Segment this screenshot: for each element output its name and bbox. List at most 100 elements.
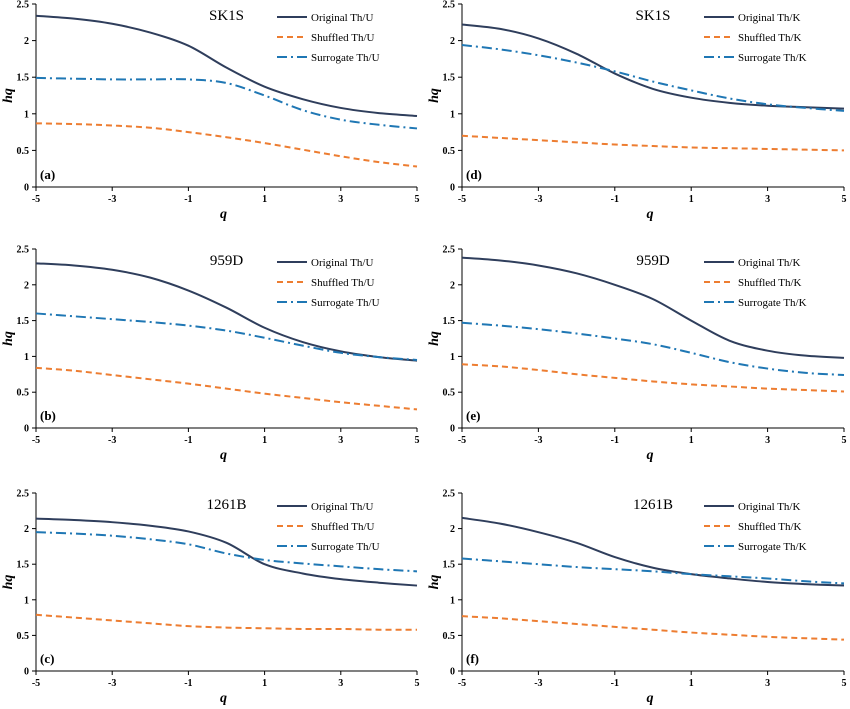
x-tick-label: 1 <box>262 435 267 446</box>
legend-entry: Original Th/K <box>738 501 800 513</box>
y-axis-label: hq <box>427 575 442 590</box>
chart-panel: 0 0.5 1 1.5 2 2.5 -5 -3 -1 1 3 5 q hq 959D (e) Original … <box>427 245 847 464</box>
legend-entry: Original Th/U <box>311 257 373 269</box>
legend-entry: Shuffled Th/K <box>738 32 802 44</box>
x-tick-label: 1 <box>689 435 694 446</box>
x-tick-label: -1 <box>184 435 192 446</box>
y-tick-label: 2 <box>450 280 455 291</box>
y-tick-label: 1.5 <box>443 316 456 327</box>
y-tick-label: 1 <box>24 595 29 606</box>
panel-label: (a) <box>40 167 55 182</box>
series-line-original <box>35 14 418 117</box>
x-tick-label: 1 <box>262 678 267 689</box>
series-line-shuffled <box>35 122 418 168</box>
panel-label: (e) <box>466 408 480 423</box>
x-tick-label: -3 <box>108 435 116 446</box>
y-tick-label: 0.5 <box>17 388 30 399</box>
x-tick-label: -1 <box>184 678 192 689</box>
chart-title: 959D <box>210 253 244 269</box>
series-line-shuffled <box>461 134 845 152</box>
y-tick-label: 0.5 <box>443 631 456 642</box>
x-tick-label: -5 <box>32 194 40 205</box>
legend-entry: Shuffled Th/U <box>311 277 375 289</box>
y-tick-label: 2 <box>24 36 29 47</box>
legend-entry: Surrogate Th/K <box>738 297 807 309</box>
x-tick-label: 3 <box>765 678 770 689</box>
series-line-surrogate <box>35 531 418 573</box>
series-line-original <box>461 256 845 359</box>
y-tick-label: 0 <box>450 667 455 678</box>
x-tick-label: -5 <box>32 435 40 446</box>
x-tick-label: 3 <box>338 678 343 689</box>
x-tick-label: 3 <box>765 194 770 205</box>
x-tick-label: -3 <box>534 194 542 205</box>
legend-entry: Original Th/K <box>738 12 800 24</box>
y-tick-label: 1.5 <box>443 73 456 84</box>
panel-label: (c) <box>40 651 54 666</box>
chart-panel: 0 0.5 1 1.5 2 2.5 -5 -3 -1 1 3 5 q hq SK1S (a) Original … <box>1 0 420 222</box>
x-axis-label: q <box>220 448 227 463</box>
legend-entry: Original Th/U <box>311 501 373 513</box>
y-tick-label: 0 <box>450 183 455 194</box>
x-tick-label: -1 <box>611 435 619 446</box>
series-line-original <box>35 262 418 362</box>
series-line-original <box>461 516 845 587</box>
x-tick-label: 5 <box>415 435 420 446</box>
y-tick-label: 0.5 <box>443 146 456 157</box>
y-tick-label: 0.5 <box>443 388 456 399</box>
x-axis-label: q <box>647 448 654 463</box>
chart-title: 1261B <box>633 497 673 513</box>
series-line-surrogate <box>35 76 418 130</box>
legend-entry: Original Th/K <box>738 257 800 269</box>
x-tick-label: -5 <box>458 194 466 205</box>
y-tick-label: 2 <box>24 280 29 291</box>
y-tick-label: 0 <box>24 183 29 194</box>
y-tick-label: 1.5 <box>17 560 30 571</box>
series-line-surrogate <box>461 43 845 112</box>
y-axis-label: hq <box>1 88 16 103</box>
series-line-original <box>35 517 418 587</box>
y-tick-label: 1.5 <box>443 560 456 571</box>
y-tick-label: 0.5 <box>17 146 30 157</box>
legend-entry: Surrogate Th/U <box>311 52 380 64</box>
legend-entry: Surrogate Th/K <box>738 52 807 64</box>
y-tick-label: 2 <box>450 524 455 535</box>
y-tick-label: 0 <box>450 424 455 435</box>
series-line-surrogate <box>35 312 418 361</box>
y-tick-label: 1 <box>24 109 29 120</box>
x-axis-label: q <box>220 207 227 222</box>
y-tick-label: 1 <box>24 352 29 363</box>
chart-panel: 0 0.5 1 1.5 2 2.5 -5 -3 -1 1 3 5 q hq 959D (b) Original … <box>1 245 420 464</box>
x-tick-label: -3 <box>108 194 116 205</box>
series-line-shuffled <box>35 366 418 411</box>
y-tick-label: 1.5 <box>17 73 30 84</box>
x-tick-label: 1 <box>262 194 267 205</box>
x-tick-label: 3 <box>338 194 343 205</box>
chart-title: SK1S <box>635 8 670 24</box>
legend-entry: Shuffled Th/K <box>738 277 802 289</box>
y-axis-label: hq <box>1 575 16 590</box>
x-tick-label: -3 <box>108 678 116 689</box>
legend-entry: Original Th/U <box>311 12 373 24</box>
y-tick-label: 2.5 <box>17 245 30 256</box>
y-tick-label: 2.5 <box>443 489 456 500</box>
x-tick-label: 5 <box>415 194 420 205</box>
legend-entry: Shuffled Th/U <box>311 521 375 533</box>
x-tick-label: -1 <box>611 194 619 205</box>
x-tick-label: -5 <box>458 435 466 446</box>
x-tick-label: -1 <box>611 678 619 689</box>
x-tick-label: -1 <box>184 194 192 205</box>
x-tick-label: 5 <box>415 678 420 689</box>
y-tick-label: 2.5 <box>443 0 456 11</box>
x-axis-label: q <box>647 691 654 706</box>
x-tick-label: -5 <box>458 678 466 689</box>
y-tick-label: 1.5 <box>17 316 30 327</box>
chart-title: 959D <box>636 253 670 269</box>
x-tick-label: -3 <box>534 678 542 689</box>
x-axis-label: q <box>647 207 654 222</box>
x-tick-label: 5 <box>842 435 847 446</box>
y-axis-label: hq <box>1 331 16 346</box>
y-tick-label: 0.5 <box>17 631 30 642</box>
panel-label: (d) <box>466 167 482 182</box>
